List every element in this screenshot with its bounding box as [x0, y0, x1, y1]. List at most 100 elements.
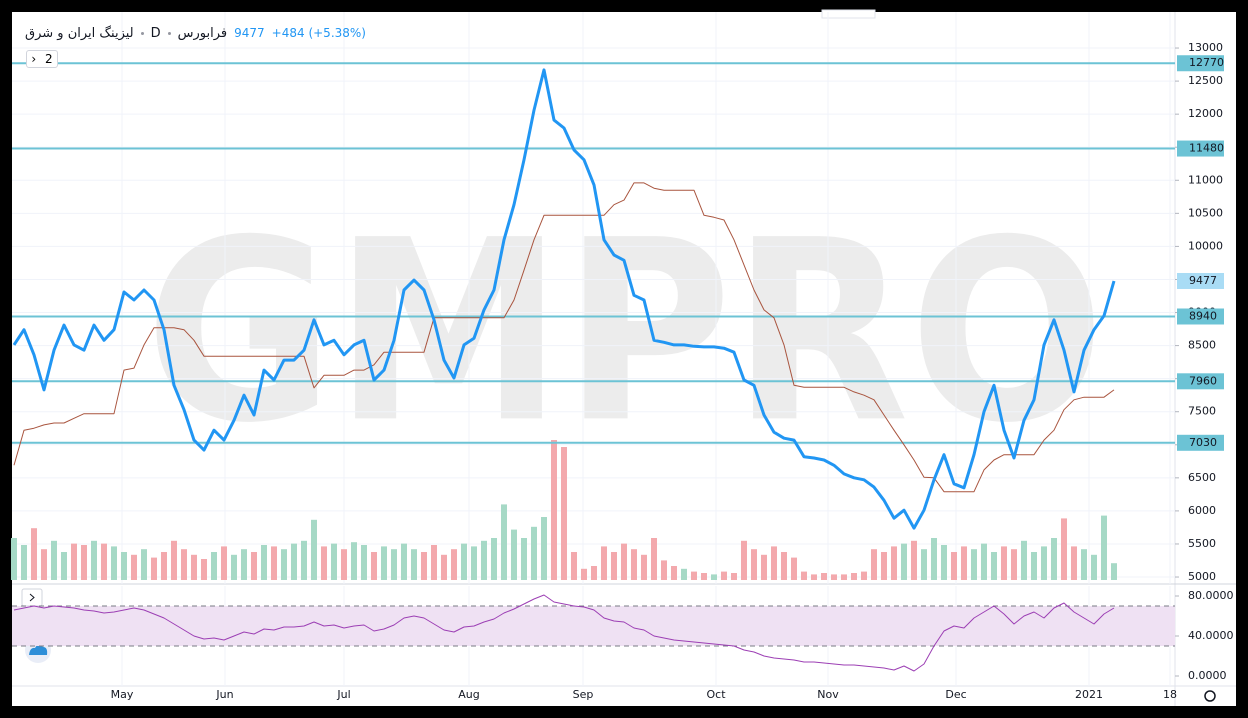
- volume-bar: [341, 549, 347, 580]
- watermark: GMPRO: [145, 186, 1105, 477]
- volume-bar: [451, 549, 457, 580]
- x-tick-label: Aug: [458, 688, 479, 701]
- rsi-band: [12, 606, 1175, 646]
- volume-bar: [1041, 546, 1047, 580]
- volume-bar: [481, 540, 487, 580]
- y-tick-label: 10000: [1188, 239, 1223, 252]
- volume-bar: [61, 552, 67, 580]
- symbol: لیزینگ ایران و شرق: [25, 25, 134, 41]
- volume-bar: [431, 545, 437, 580]
- volume-bar: [761, 554, 767, 580]
- volume-bar: [601, 546, 607, 580]
- series-line: [12, 68, 1116, 530]
- level-label-box: [1177, 140, 1224, 157]
- volume-bar: [1081, 549, 1087, 580]
- indicators-toggle[interactable]: › 2: [26, 50, 58, 68]
- volume-bar: [421, 552, 427, 580]
- volume-bar: [401, 543, 407, 580]
- x-tick-label: May: [111, 688, 134, 701]
- volume-bar: [1051, 538, 1057, 580]
- volume-bar: [81, 545, 87, 580]
- volume-bar: [171, 540, 177, 580]
- y-tick-label: 8500: [1188, 339, 1216, 352]
- x-tick-label: Jun: [215, 688, 233, 701]
- volume-bar: [721, 571, 727, 580]
- volume-bar: [581, 568, 587, 580]
- volume-bar: [471, 546, 477, 580]
- pane-toggle[interactable]: [21, 588, 43, 607]
- volume-bar: [121, 552, 127, 580]
- volume-bar: [861, 571, 867, 580]
- pane-toggle-icon: [29, 593, 35, 602]
- volume-bar: [71, 543, 77, 580]
- volume-bar: [521, 538, 527, 580]
- level-label-box: [1177, 308, 1224, 325]
- y-tick-label: 12500: [1188, 74, 1223, 87]
- y-tick-label: 5500: [1188, 537, 1216, 550]
- level-label-box: [1177, 55, 1224, 72]
- volume-bar: [1061, 518, 1067, 580]
- chevron: ›: [31, 52, 37, 66]
- y-tick-label: 10500: [1188, 206, 1223, 219]
- volume-bar: [951, 552, 957, 580]
- volume-bar: [381, 546, 387, 580]
- settings[interactable]: [1204, 690, 1216, 702]
- last-price: 9477: [234, 26, 265, 40]
- level-label: 7030: [1189, 436, 1217, 449]
- volume-bar: [651, 538, 657, 580]
- volume-bar: [151, 557, 157, 580]
- indicator-count: 2: [44, 52, 53, 66]
- volume-bar: [811, 574, 817, 580]
- volume-bar: [181, 549, 187, 580]
- interval: D: [150, 25, 161, 41]
- separator: [140, 31, 144, 35]
- y-tick-label: 13000: [1188, 41, 1223, 54]
- volume-bar: [631, 549, 637, 580]
- y-tick-label: 6000: [1188, 504, 1216, 517]
- volume-bar: [391, 549, 397, 580]
- volume-bar: [1031, 552, 1037, 580]
- y-tick-label: 0.0000: [1188, 669, 1227, 682]
- volume-bar: [621, 543, 627, 580]
- level-label-box: [1177, 434, 1224, 451]
- volume-bar: [141, 549, 147, 580]
- volume-bar: [251, 552, 257, 580]
- volume-bar: [51, 540, 57, 580]
- volume-bar: [441, 554, 447, 580]
- level-label: 11480: [1189, 142, 1224, 155]
- volume-bar: [991, 552, 997, 580]
- volume-bar: [311, 519, 317, 580]
- volume-bar: [711, 574, 717, 580]
- volume-bar: [771, 546, 777, 580]
- volume-bar: [511, 529, 517, 580]
- volume-bar: [841, 574, 847, 580]
- x-tick-label: Nov: [817, 688, 839, 701]
- volume-bar: [801, 571, 807, 580]
- volume-bar: [361, 545, 367, 580]
- volume-bar: [831, 574, 837, 580]
- volume-bar: [371, 552, 377, 580]
- volume-bar: [131, 554, 137, 580]
- last-price-label: 9477: [1189, 274, 1217, 287]
- volume-bar: [561, 447, 567, 580]
- volume-bar: [331, 543, 337, 580]
- volume-bar: [641, 554, 647, 580]
- volume-bar: [21, 545, 27, 580]
- volume-bar: [101, 543, 107, 580]
- volume-bar: [351, 542, 357, 580]
- x-tick-label: Dec: [945, 688, 966, 701]
- volume-bar: [611, 552, 617, 580]
- volume-bar: [261, 545, 267, 580]
- volume-bar: [1021, 540, 1027, 580]
- price-change: +484 (+5.38%): [271, 26, 366, 40]
- volume-bar: [301, 540, 307, 580]
- volume-bar: [1111, 563, 1117, 580]
- volume-bar: [791, 557, 797, 580]
- top-tab[interactable]: [821, 9, 876, 19]
- volume-bar: [271, 546, 277, 580]
- volume-bar: [461, 543, 467, 580]
- logo-cloud: [29, 644, 48, 655]
- volume-bar: [111, 546, 117, 580]
- volume-bar: [781, 552, 787, 580]
